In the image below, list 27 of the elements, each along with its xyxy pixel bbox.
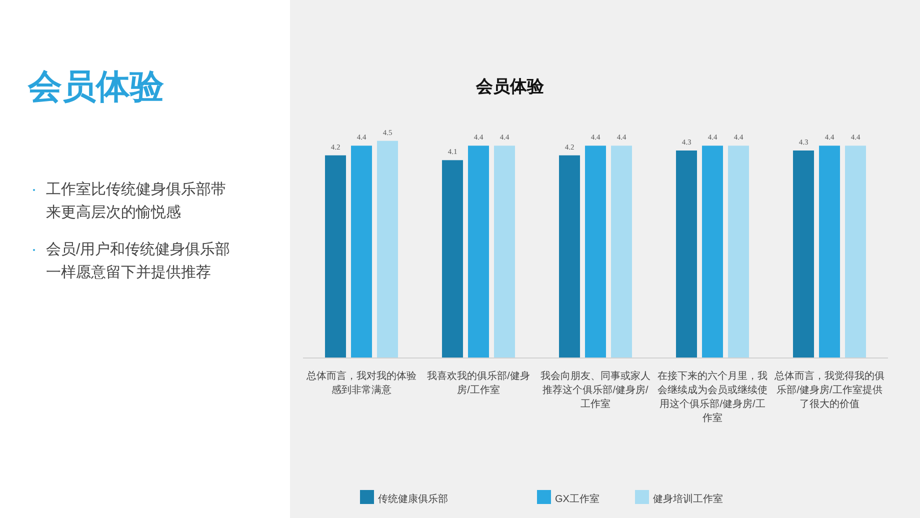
bar bbox=[611, 146, 632, 358]
legend-label: GX工作室 bbox=[555, 493, 600, 505]
chart-title: 会员体验 bbox=[475, 77, 545, 96]
x-tick-label: 我会向朋友、同事或家人推荐这个俱乐部/健身房/工作室 bbox=[540, 370, 652, 412]
legend-label: 健身培训工作室 bbox=[653, 493, 723, 505]
text: 工作室比传统健身俱乐部带来更高层次的愉悦感 bbox=[46, 180, 227, 223]
bar bbox=[793, 150, 814, 358]
bar bbox=[819, 146, 840, 358]
text: 会员/用户和传统健身俱乐部一样愿意留下并提供推荐 bbox=[46, 240, 232, 283]
bar bbox=[377, 140, 398, 358]
bar bbox=[702, 146, 723, 358]
bar bbox=[442, 160, 463, 358]
bar bbox=[494, 146, 515, 358]
bar bbox=[676, 150, 697, 358]
x-tick-label: 在接下来的六个月里，我会继续成为会员或继续使用这个俱乐部/健身房/工作室 bbox=[656, 370, 768, 426]
bar bbox=[351, 146, 372, 358]
x-tick-label: 总体而言，我觉得我的俱乐部/健身房/工作室提供了很大的价值 bbox=[774, 370, 886, 412]
x-tick-label: 我喜欢我的俱乐部/健身房/工作室 bbox=[426, 370, 531, 398]
bar bbox=[728, 146, 749, 358]
bar bbox=[585, 146, 606, 358]
bar bbox=[559, 155, 580, 358]
bar bbox=[468, 146, 489, 358]
bar bbox=[325, 155, 346, 358]
legend-label: 传统健康俱乐部 bbox=[378, 493, 448, 505]
bar bbox=[845, 146, 866, 358]
x-tick-label: 总体而言，我对我的体验感到非常满意 bbox=[306, 370, 418, 398]
text: 会员体验 bbox=[27, 68, 165, 106]
